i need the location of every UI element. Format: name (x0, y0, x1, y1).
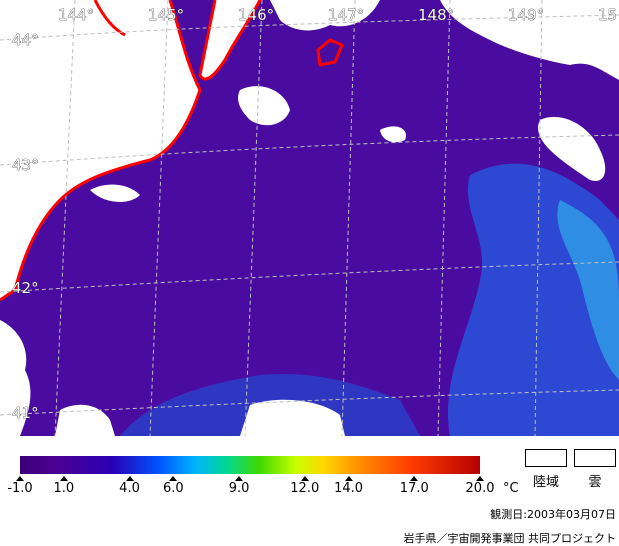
colorbar-tick-label: 12.0 (290, 481, 320, 496)
colorbar-tick-mark (410, 476, 419, 481)
observation-date: 観測日:2003年03月07日 (490, 508, 616, 521)
colorbar-tick-mark (59, 476, 68, 481)
longitude-label-146: 146° (238, 6, 274, 24)
temperature-colorbar (20, 456, 480, 474)
colorbar-tick-mark (125, 476, 134, 481)
latitude-label-41: 41° (12, 404, 39, 422)
cloud-swatch (574, 449, 616, 467)
colorbar-tick-mark (16, 476, 24, 481)
sst-map: 144° 145° 146° 147° 148° 149° 15 44° 43°… (0, 0, 619, 436)
colorbar-tick-mark (169, 476, 178, 481)
land-swatch (525, 449, 567, 467)
latitude-label-43: 43° (12, 156, 39, 174)
longitude-label-148: 148° (418, 6, 454, 24)
latitude-label-42: 42° (12, 279, 39, 297)
credit-line: 岩手県／宇宙開発事業団 共同プロジェクト (403, 532, 617, 545)
colorbar-tick-mark (300, 476, 309, 481)
temperature-unit: °C (503, 481, 519, 496)
colorbar-tick-mark (235, 476, 244, 481)
longitude-label-145: 145° (148, 6, 184, 24)
colorbar-tick-label: 1.0 (53, 481, 75, 496)
colorbar-tick-label: 4.0 (119, 481, 140, 496)
colorbar-tick-label: -1.0 (7, 481, 33, 496)
graticule (0, 0, 619, 436)
coastline (0, 0, 344, 302)
longitude-label-150: 15 (598, 6, 617, 24)
land-label: 陸域 (532, 475, 560, 490)
warm-water-core (557, 200, 619, 380)
colorbar-tick-mark (344, 476, 353, 481)
legend-panel: -1.0 1.0 4.0 6.0 9.0 12.0 14.0 17.0 20.0 °C 陸域 雲… (0, 436, 619, 546)
colorbar-tick-label: 17.0 (399, 481, 429, 496)
hokkaido-land (0, 0, 200, 300)
cloud-label: 雲 (588, 475, 602, 490)
kuril-island-land (200, 0, 260, 80)
colorbar-tick-mark (476, 476, 484, 481)
longitude-label-149: 149° (508, 6, 544, 24)
colorbar-tick-label: 20.0 (465, 481, 495, 496)
longitude-label-147: 147° (328, 6, 364, 24)
latitude-label-44: 44° (12, 31, 39, 49)
cloud-cover (0, 0, 619, 436)
colorbar-tick-label: 6.0 (162, 481, 184, 496)
colorbar-tick-label: 9.0 (228, 481, 250, 496)
longitude-label-144: 144° (58, 6, 94, 24)
colorbar-tick-label: 14.0 (334, 481, 364, 496)
